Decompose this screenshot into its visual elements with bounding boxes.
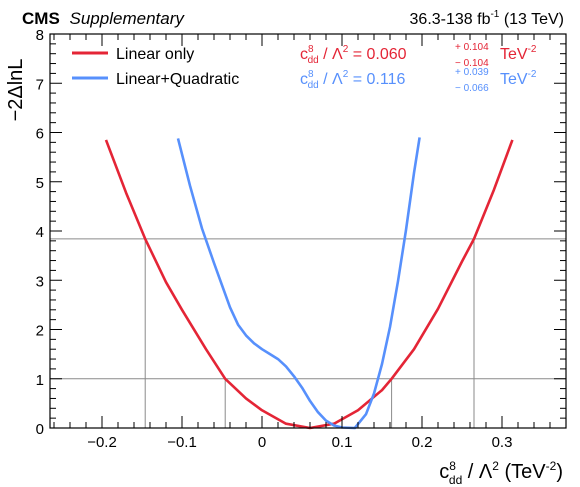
lumi-exponent: -1	[490, 9, 499, 20]
threshold-lines	[50, 238, 566, 428]
x-label-close: )	[556, 461, 563, 483]
luminosity-label: 36.3-138 fb-1 (13 TeV)	[410, 9, 564, 28]
y-tick-label: 5	[36, 175, 44, 192]
y-tick-label: 3	[36, 273, 44, 290]
result-linear-sup: 8	[308, 44, 314, 55]
result-linear-unit-exp: -2	[528, 44, 537, 55]
experiment-label: CMS	[22, 9, 60, 28]
x-label-coef: c	[439, 461, 449, 483]
result-quadratic-unit-text: TeV	[500, 71, 528, 88]
result-quadratic-pow: 2	[343, 69, 349, 80]
fit-result-quadratic: c8 dd / Λ2 = 0.116 + 0.039 − 0.066 TeV-2	[300, 67, 537, 94]
fit-result-linear: c8 dd / Λ2 = 0.060 + 0.104 − 0.104 TeV-2	[300, 42, 537, 69]
series-line-1	[176, 137, 421, 430]
x-tick-label: 0	[258, 434, 266, 451]
y-tick-label: 2	[36, 323, 44, 340]
result-quadratic-text: c8 dd / Λ2 = 0.116	[300, 69, 405, 91]
x-tick-label: 0.2	[412, 434, 433, 451]
result-linear-unit-text: TeV	[500, 46, 528, 63]
x-tick-label: 0.1	[332, 434, 353, 451]
result-quadratic-sup: 8	[308, 69, 314, 80]
result-quadratic-up: + 0.039	[455, 67, 489, 78]
y-tick-label: 1	[36, 372, 44, 389]
result-quadratic-value: = 0.116	[348, 71, 405, 88]
result-linear-pow: 2	[343, 44, 349, 55]
x-tick-label: −0.1	[167, 434, 197, 451]
result-linear-lambda: / Λ	[319, 46, 343, 63]
result-quadratic-down: − 0.066	[455, 83, 489, 94]
result-linear-value: = 0.060	[348, 46, 406, 63]
result-quadratic-coef: c	[300, 71, 308, 88]
result-linear-text: c8 dd / Λ2 = 0.060	[300, 44, 407, 66]
x-label-power: 2	[492, 459, 499, 473]
y-tick-label: 8	[36, 27, 44, 44]
legend-label-linear: Linear only	[116, 46, 194, 63]
result-linear-down: − 0.104	[455, 58, 489, 69]
y-tick-label: 7	[36, 76, 44, 93]
result-quadratic-sub: dd	[308, 80, 319, 91]
supplementary-label: Supplementary	[70, 9, 186, 28]
experiment-header: CMS Supplementary	[22, 9, 185, 28]
result-quadratic-unit: TeV-2	[500, 69, 537, 88]
legend: Linear only Linear+Quadratic	[72, 46, 239, 88]
x-label-lambda: / Λ	[462, 461, 493, 483]
legend-label-quadratic: Linear+Quadratic	[116, 71, 239, 88]
lumi-energy: (13 TeV)	[499, 11, 564, 28]
series-curves	[104, 137, 514, 430]
result-linear-sub: dd	[308, 55, 319, 66]
x-tick-label: −0.2	[87, 434, 117, 451]
series-line-0	[104, 139, 514, 430]
x-label-unit-exp: -2	[546, 459, 557, 473]
result-quadratic-unit-exp: -2	[528, 69, 537, 80]
y-axis-label: −2ΔlnL	[5, 59, 27, 122]
lumi-value: 36.3-138 fb	[410, 11, 491, 28]
x-label-unit: (TeV	[499, 461, 546, 483]
result-linear-up: + 0.104	[455, 42, 489, 53]
y-tick-label: 6	[36, 126, 44, 143]
y-tick-label: 0	[36, 421, 44, 438]
x-label-sup: 8	[449, 459, 456, 473]
result-quadratic-lambda: / Λ	[319, 71, 343, 88]
y-tick-label: 4	[36, 224, 44, 241]
axis-ticks: −0.2 −0.1 0 0.1 0.2 0.3 0 1 2 3 4 5 6 7 8	[36, 27, 567, 451]
x-tick-label: 0.3	[492, 434, 513, 451]
x-label-sub: dd	[449, 473, 462, 487]
result-linear-coef: c	[300, 46, 308, 63]
result-linear-unit: TeV-2	[500, 44, 537, 63]
x-axis-label: c8 dd / Λ2 (TeV-2)	[439, 459, 563, 487]
